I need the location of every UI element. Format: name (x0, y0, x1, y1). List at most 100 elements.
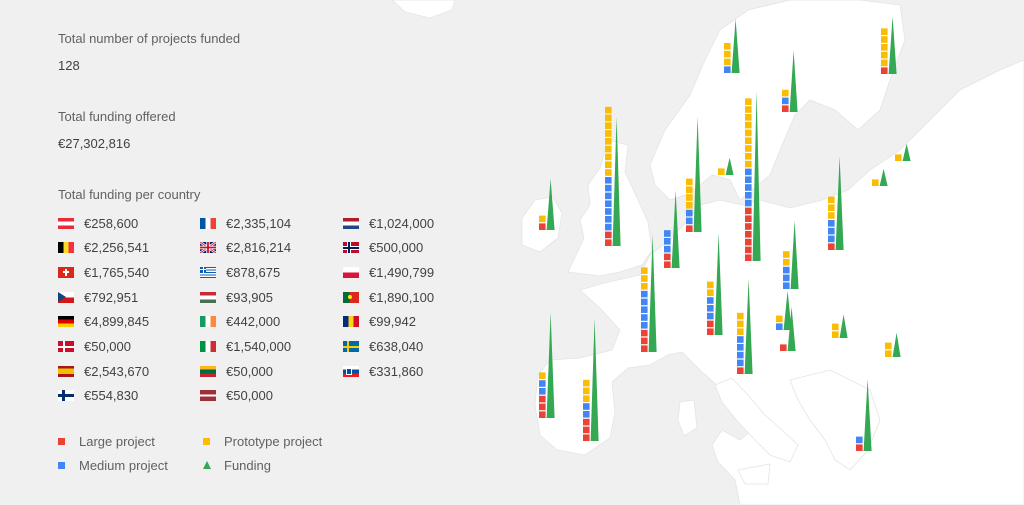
sardinia-landmass (677, 399, 698, 437)
prototype-project-square (872, 179, 879, 186)
country-funding-item: €4,899,845 (58, 313, 149, 331)
prototype-project-square (605, 153, 612, 161)
country-funding-item: €500,000 (343, 239, 423, 257)
ireland-flag (200, 316, 216, 328)
medium-project-square (664, 230, 671, 237)
country-funding-item: €50,000 (200, 362, 273, 380)
large-project-square (583, 418, 590, 426)
marker-poland (828, 156, 844, 250)
country-funding-item: €50,000 (58, 338, 131, 356)
country-funding-amount: €50,000 (226, 363, 273, 379)
country-funding-item: €1,024,000 (343, 214, 434, 232)
czech-republic-flag (58, 291, 74, 303)
germany-flag (58, 316, 74, 328)
medium-project-square (737, 344, 744, 351)
prototype-project-square (605, 145, 612, 153)
medium-project-square (686, 217, 693, 225)
country-funding-amount: €442,000 (226, 314, 281, 330)
legend-label: Prototype project (224, 433, 323, 449)
large-project-square (539, 403, 546, 411)
country-funding-amount: €1,765,540 (84, 264, 150, 280)
medium-project-square (745, 176, 752, 183)
prototype-project-square (605, 106, 612, 114)
country-funding-item: €1,890,100 (343, 288, 434, 306)
marker-slovenia (780, 306, 796, 351)
medium-project-square (605, 216, 612, 223)
medium-project-square (783, 274, 790, 282)
medium-project-square (724, 66, 731, 73)
prototype-project-square (881, 28, 888, 35)
country-funding-item: €99,942 (343, 313, 416, 331)
country-funding-amount: €331,860 (369, 363, 424, 379)
large-project-square (664, 261, 671, 268)
funding-triangle (546, 178, 555, 230)
large-project-square (605, 239, 612, 246)
medium-project-square (737, 336, 744, 343)
prototype-project-square (707, 289, 714, 296)
united-kingdom-flag (200, 242, 216, 254)
medium-project-square (745, 199, 752, 207)
medium-project-square (707, 305, 714, 312)
medium-project-square (776, 323, 783, 330)
marker-ireland (539, 178, 555, 230)
funding-triangle (789, 50, 798, 112)
marker-spain (583, 318, 599, 441)
greece-flag (200, 266, 216, 278)
medium-project-square (605, 177, 612, 184)
prototype-project-square (605, 169, 612, 176)
funding-triangle (752, 91, 761, 261)
country-funding-item: €442,000 (200, 313, 280, 331)
country-funding-amount: €2,543,670 (84, 363, 150, 379)
country-funding-amount: €878,675 (226, 264, 281, 280)
large-project-square (856, 444, 863, 451)
medium-project-square (745, 192, 752, 199)
medium-project-square (605, 184, 612, 192)
projects-funded-label: Total number of projects funded (58, 31, 241, 46)
hungary-flag (200, 291, 216, 303)
prototype-project-square (783, 251, 790, 258)
large-project-square (583, 426, 590, 434)
large-project-square (745, 223, 752, 230)
lithuania-flag (200, 365, 216, 377)
country-funding-item: €792,951 (58, 288, 138, 306)
legend-label: Large project (79, 433, 155, 449)
funding-per-country-label: Total funding per country (58, 187, 201, 202)
medium-project-square (641, 314, 648, 321)
funding-triangle (546, 312, 555, 418)
prototype-project-square (881, 59, 888, 67)
prototype-project-square (745, 114, 752, 121)
funding-triangle (888, 16, 897, 74)
switzerland-flag (58, 266, 74, 278)
prototype-project-square (605, 130, 612, 137)
belgium-flag (58, 242, 74, 254)
prototype-project-square (583, 387, 590, 395)
marker-romania (885, 332, 901, 357)
legend: Large project Prototype project Medium pro… (58, 432, 478, 482)
medium-project-square (856, 436, 863, 444)
funding-triangle (863, 379, 872, 451)
country-funding-amount: €638,040 (369, 339, 424, 354)
marker-latvia (872, 168, 888, 186)
large-project-square (707, 328, 714, 335)
medium-project-square (641, 298, 648, 306)
funding-triangle (839, 314, 848, 338)
medium-project-square (641, 306, 648, 313)
country-funding-amount: €50,000 (226, 388, 273, 404)
medium-project-square (641, 322, 648, 329)
prototype-project-square (832, 323, 839, 331)
funding-triangle (693, 116, 702, 232)
norway-flag (343, 242, 359, 254)
large-project-square (605, 231, 612, 239)
medium-project-square (583, 403, 590, 410)
prototype-project-square (724, 43, 731, 50)
slovenia-flag (343, 365, 359, 377)
prototype-project-square (745, 145, 752, 152)
large-project-square (641, 337, 648, 345)
legend-item: Funding (203, 456, 271, 474)
legend-item: Medium project (58, 456, 168, 474)
medium-project-square (783, 282, 790, 289)
country-funding-amount: €2,256,541 (84, 240, 150, 256)
country-funding-item: €2,256,541 (58, 239, 149, 257)
large-project-square (745, 238, 752, 246)
france-flag (200, 217, 216, 229)
